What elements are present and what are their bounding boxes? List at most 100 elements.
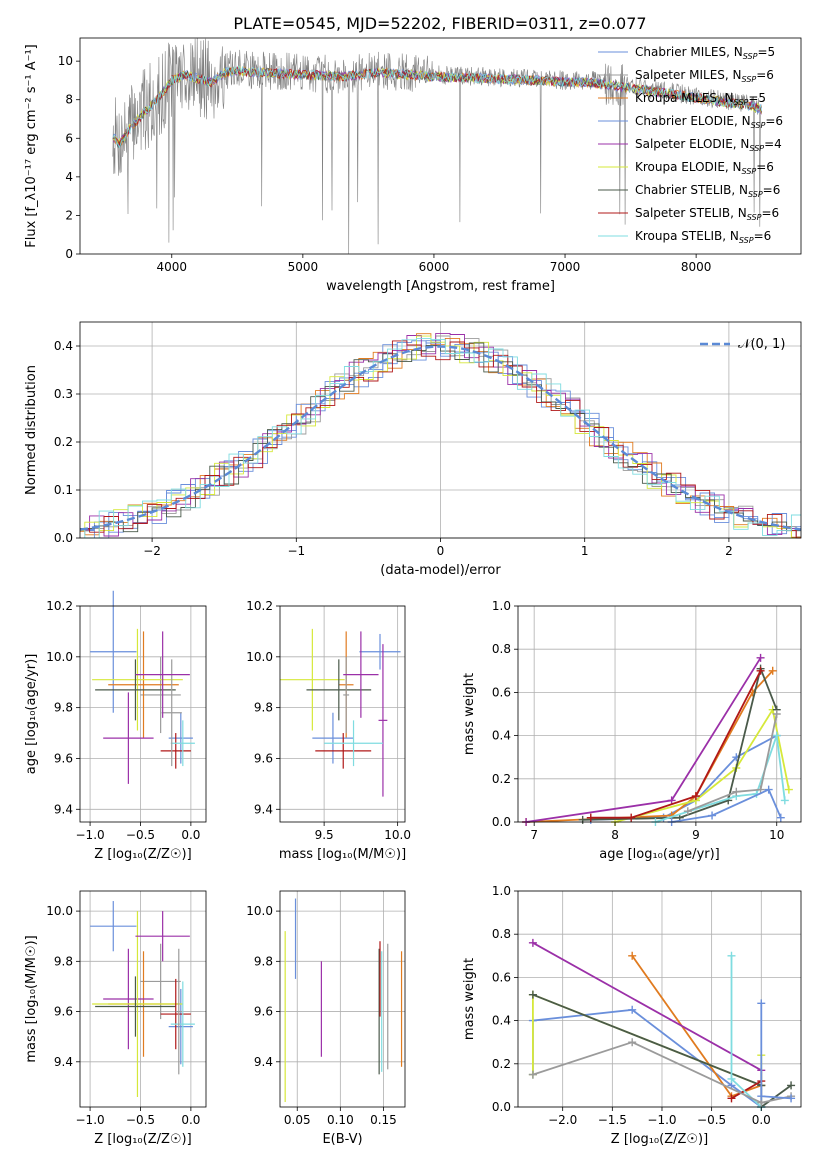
- weight-line-7: [532, 1041, 792, 1104]
- axes-frame: [279, 890, 406, 1108]
- axes-frame: [279, 605, 406, 823]
- plot-area: [280, 891, 405, 1107]
- weight-marker: [784, 785, 793, 794]
- panel-weight-vs-Z: −2.0 −1.5 −1.0 −0.5 0.0 0.0 0.2 0.4 0.6 0.8 1.0 Z […: [462, 884, 802, 1147]
- errorbar-point: [160, 733, 191, 769]
- errorbar-point: [160, 978, 191, 1050]
- panel-age-vs-mass: 9.5 10.0 9.4 9.6 9.8 10.0 10.2 mass [log₁₀(M/M☉…: [246, 599, 411, 862]
- legend-label: Salpeter ELODIE, NSSP=4: [635, 137, 782, 153]
- histogram-6: [80, 342, 801, 533]
- errorbar-point: [90, 590, 137, 713]
- errorbar-point: [103, 948, 154, 1050]
- figure-title: PLATE=0545, MJD=52202, FIBERID=0311, z=0…: [233, 14, 646, 33]
- weight-marker: [528, 1070, 537, 1079]
- y-tick-label: 9.6: [54, 751, 73, 765]
- panel-mass-vs-EBV: 0.05 0.10 0.15 9.4 9.6 9.8 10.0 E(B-V): [246, 890, 406, 1147]
- x-axis-label: mass [log₁₀(M/M☉)]: [279, 847, 406, 862]
- weight-marker: [764, 785, 773, 794]
- x-tick-label: 0.0: [181, 828, 200, 842]
- legend-label: Chabrier ELODIE, NSSP=6: [635, 114, 783, 130]
- weight-line-5: [731, 1080, 762, 1100]
- x-tick-label: −0.5: [697, 1113, 726, 1127]
- errorbar-point: [168, 712, 193, 764]
- y-axis-label: age [log₁₀(age/yr)]: [24, 654, 39, 775]
- x-tick-label: 2: [725, 544, 733, 558]
- plot-content: [280, 628, 401, 797]
- normal-curve: [79, 345, 802, 531]
- y-tick-label: 10: [58, 54, 73, 68]
- y-tick-label: 0.4: [492, 729, 511, 743]
- charts-layer: Chabrier MILES, NSSP=5 Salpeter MILES, NS…: [24, 37, 802, 1147]
- x-tick-label: 0: [437, 544, 445, 558]
- legend-label: 𝒩(0, 1): [738, 337, 785, 352]
- y-tick-label: 0.3: [54, 387, 73, 401]
- errorbar-point: [170, 981, 195, 1067]
- y-tick-label: 0.0: [492, 815, 511, 829]
- y-tick-label: 9.6: [254, 1005, 273, 1019]
- x-tick-label: −1.5: [598, 1113, 627, 1127]
- y-tick-label: 0.0: [492, 1100, 511, 1114]
- y-axis-label: mass weight: [462, 958, 477, 1040]
- errorbar-point: [378, 644, 388, 797]
- x-tick-label: −1.0: [76, 828, 105, 842]
- x-axis-label: Z [log₁₀(Z/Z☉)]: [94, 1132, 191, 1147]
- y-tick-label: 9.8: [54, 954, 73, 968]
- y-tick-label: 2: [65, 208, 73, 222]
- weight-marker: [578, 815, 587, 824]
- y-tick-label: 0.8: [492, 927, 511, 941]
- y-tick-label: 9.4: [254, 1055, 273, 1069]
- weight-marker: [727, 951, 736, 960]
- weight-marker: [757, 999, 766, 1008]
- y-tick-label: 8: [65, 93, 73, 107]
- x-tick-label: 8000: [681, 260, 712, 274]
- errorbar-point: [92, 628, 183, 731]
- panel-spectrum: Chabrier MILES, NSSP=5 Salpeter MILES, NS…: [24, 37, 802, 294]
- x-axis-label: (data-model)/error: [380, 563, 501, 578]
- x-tick-label: 10.0: [384, 828, 411, 842]
- legend-label: Chabrier STELIB, NSSP=6: [635, 183, 780, 199]
- weight-line-5: [590, 670, 762, 819]
- weight-marker: [732, 787, 741, 796]
- errorbar-point: [170, 720, 195, 767]
- weight-marker: [528, 938, 537, 947]
- x-axis-label: Z [log₁₀(Z/Z☉)]: [94, 847, 191, 862]
- weight-marker: [756, 785, 765, 794]
- errorbar-point: [312, 712, 354, 764]
- weight-marker: [772, 731, 781, 740]
- plot-content: [90, 901, 195, 1097]
- x-tick-label: 6000: [419, 260, 450, 274]
- weight-marker: [628, 1005, 637, 1014]
- weight-marker: [756, 666, 765, 675]
- histogram-8: [80, 337, 801, 539]
- errorbar-point: [343, 631, 379, 718]
- weight-marker: [691, 792, 700, 801]
- errorbar-point: [280, 628, 345, 731]
- legend-label: Kroupa STELIB, NSSP=6: [635, 229, 771, 245]
- x-tick-label: 4000: [156, 260, 187, 274]
- plot-content: [79, 332, 802, 539]
- x-tick-label: −1: [287, 544, 305, 558]
- axes-frame: [79, 890, 207, 1108]
- y-tick-label: 9.6: [54, 1005, 73, 1019]
- axes-frame: [79, 605, 207, 823]
- y-tick-label: 10.2: [246, 599, 273, 613]
- y-tick-label: 10.0: [246, 650, 273, 664]
- x-tick-label: 1: [581, 544, 589, 558]
- errorbar-point: [343, 656, 350, 734]
- legend-label: Salpeter STELIB, NSSP=6: [635, 206, 779, 222]
- y-axis-label: Normed distribution: [24, 365, 39, 495]
- y-tick-label: 0.8: [492, 642, 511, 656]
- x-tick-label: 9.5: [315, 828, 334, 842]
- x-tick-label: 10: [769, 828, 784, 842]
- y-tick-label: 0.2: [492, 1057, 511, 1071]
- x-tick-label: 0.0: [181, 1113, 200, 1127]
- y-axis-label: mass [log₁₀(M/M☉)]: [24, 935, 39, 1062]
- weight-marker: [628, 1038, 637, 1047]
- y-tick-label: 10.0: [46, 904, 73, 918]
- histogram-4: [80, 332, 801, 539]
- y-tick-label: 0: [65, 247, 73, 261]
- plot-content: [90, 590, 195, 784]
- x-axis-label: wavelength [Angstrom, rest frame]: [326, 279, 555, 294]
- y-tick-label: 6: [65, 131, 73, 145]
- y-tick-label: 10.0: [46, 650, 73, 664]
